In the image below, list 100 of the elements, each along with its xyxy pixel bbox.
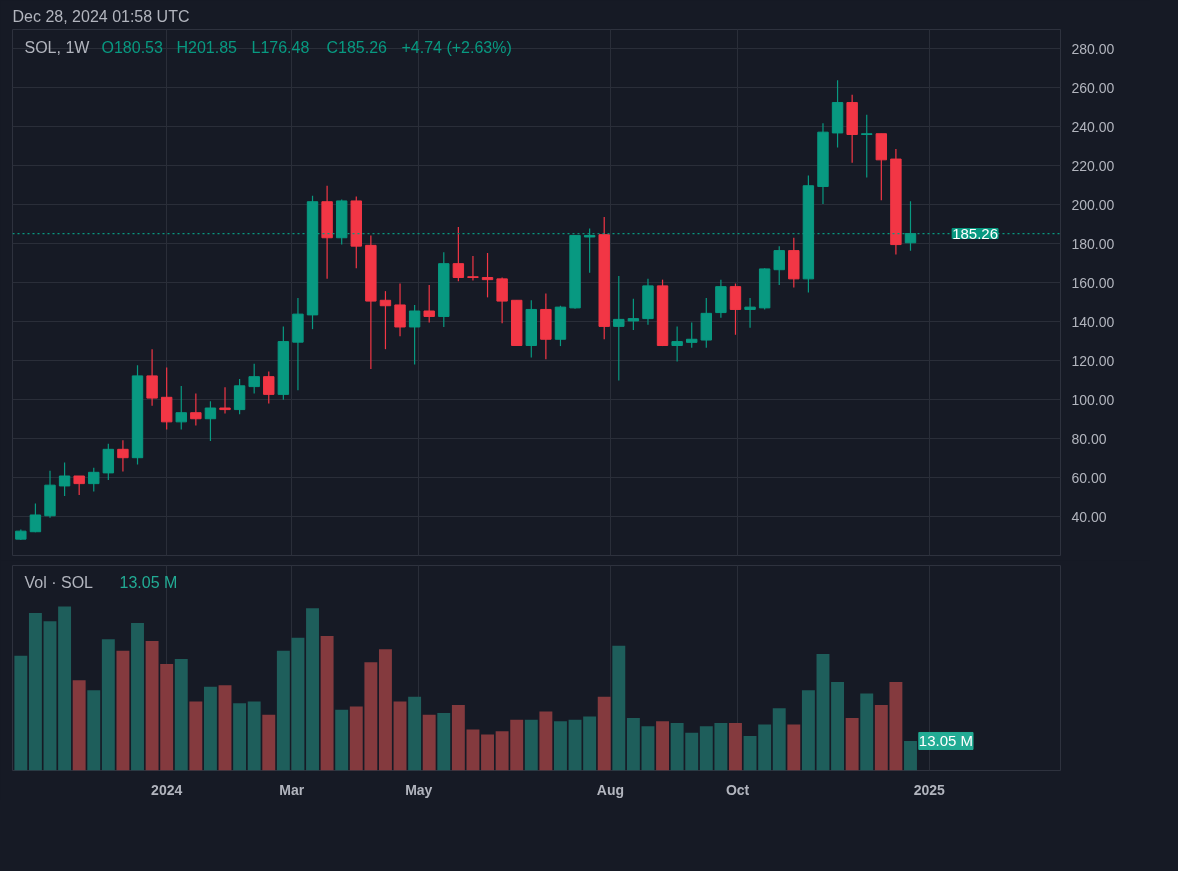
y-tick-label: 200.00	[1071, 196, 1115, 213]
y-tick-label: 280.00	[1071, 40, 1115, 57]
x-tick-label: Aug	[596, 781, 625, 798]
bar	[101, 639, 115, 771]
candlestick	[379, 290, 392, 350]
y-tick-label: 120.00	[1071, 352, 1115, 369]
x-tick-label: Mar	[279, 781, 305, 798]
bar	[481, 734, 494, 771]
x-tick-label: May	[405, 781, 433, 798]
bar	[554, 721, 567, 771]
annotation: H201.85	[176, 38, 238, 56]
bar	[816, 654, 830, 771]
bar	[860, 693, 874, 771]
annotation: L176.48	[251, 38, 310, 56]
x-tick-label: Oct	[725, 781, 750, 798]
y-tick-label: 140.00	[1071, 313, 1115, 330]
ref-line-label: 185.26	[952, 224, 999, 242]
candlestick	[175, 385, 187, 431]
candlestick	[496, 276, 508, 324]
bar	[729, 722, 742, 771]
bar	[247, 701, 261, 771]
y-tick-label: 180.00	[1071, 235, 1115, 252]
candlestick	[29, 502, 42, 533]
bar	[845, 718, 859, 771]
candlestick	[467, 255, 479, 282]
bar	[28, 613, 42, 771]
annotation: +4.74 (+2.63%)	[401, 38, 512, 56]
bar	[524, 719, 538, 771]
bar	[378, 649, 392, 771]
y-tick-label: 80.00	[1071, 430, 1107, 447]
candlestick	[263, 370, 275, 405]
y-tick-label: 240.00	[1071, 118, 1115, 135]
candlestick	[394, 282, 406, 337]
bar	[437, 713, 451, 771]
bar	[656, 721, 670, 771]
bar	[43, 621, 57, 771]
candlestick	[73, 475, 85, 496]
bar	[306, 608, 319, 771]
y-tick-label: 220.00	[1071, 157, 1115, 174]
bar	[131, 622, 144, 771]
annotation: C185.26	[326, 38, 388, 56]
bar	[801, 690, 815, 771]
candlestick	[204, 400, 217, 442]
bar	[218, 685, 232, 771]
y-tick-label: 100.00	[1071, 391, 1115, 408]
bar	[904, 740, 917, 771]
bar	[262, 714, 276, 771]
y-tick-label: 160.00	[1071, 274, 1115, 291]
bar	[174, 658, 188, 771]
bar	[58, 606, 72, 771]
text: 13.05 M	[119, 573, 178, 591]
bar	[72, 680, 86, 771]
candlestick	[190, 393, 202, 427]
bar	[335, 709, 349, 771]
bar	[539, 711, 553, 771]
candlestick	[146, 348, 158, 407]
candlestick	[744, 297, 756, 329]
candlestick	[452, 226, 465, 282]
annotation: O180.53	[101, 38, 163, 56]
candlestick	[729, 282, 742, 336]
candlestick	[408, 304, 421, 366]
bar	[772, 708, 786, 771]
candlestick	[58, 461, 71, 497]
candlestick	[423, 284, 435, 324]
bar	[612, 645, 626, 771]
bar	[393, 701, 407, 771]
bar	[203, 686, 217, 771]
bar	[626, 718, 640, 771]
candlestick	[102, 443, 115, 481]
candlestick	[248, 363, 260, 395]
candlestick	[686, 321, 698, 349]
candlestick	[219, 386, 231, 415]
x-tick-label: 2025	[913, 781, 946, 798]
text: SOL, 1W	[24, 38, 91, 56]
candlestick	[613, 275, 625, 382]
candlestick	[481, 252, 494, 298]
bar	[831, 681, 845, 771]
bar	[320, 636, 334, 771]
bar	[422, 714, 436, 771]
chart-subtitle: Dec 28, 2024 01:58 UTC	[12, 7, 190, 25]
bar	[233, 703, 247, 771]
chart-title: Vol · SOL	[24, 573, 94, 591]
y-tick-label: 60.00	[1071, 469, 1107, 486]
candlestick	[671, 325, 683, 363]
bar	[641, 726, 655, 771]
annotation: 13.05 M	[918, 732, 974, 750]
y-tick-label: 40.00	[1071, 508, 1107, 525]
bar	[116, 650, 130, 771]
bar	[787, 724, 801, 771]
candlestick	[773, 245, 785, 286]
candlestick	[861, 114, 873, 179]
bar	[597, 696, 611, 771]
bar	[408, 696, 422, 771]
bar	[14, 655, 28, 771]
y-tick-label: 260.00	[1071, 79, 1115, 96]
bar	[189, 701, 203, 771]
candlestick	[627, 298, 640, 331]
candlestick	[233, 378, 246, 415]
candlestick	[88, 467, 100, 493]
candlestick	[117, 439, 129, 473]
